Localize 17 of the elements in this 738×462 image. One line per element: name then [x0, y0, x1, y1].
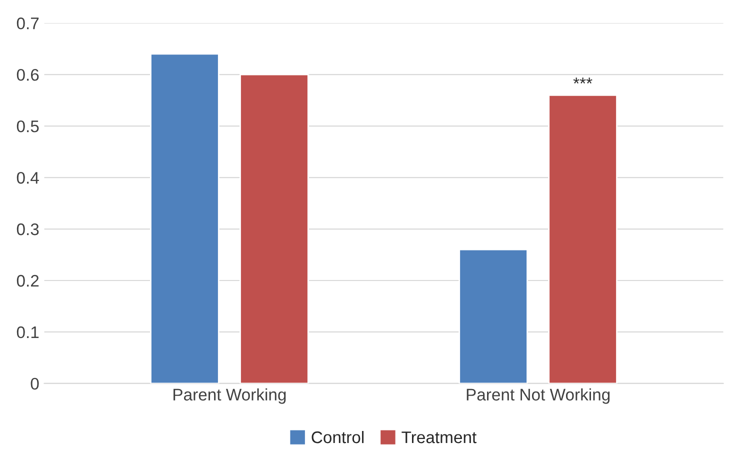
bar [240, 74, 309, 384]
bar [458, 248, 528, 384]
y-tick-label: 0.1 [16, 326, 39, 338]
y-tick-label: 0.4 [16, 172, 39, 184]
y-tick-label: 0.7 [16, 18, 39, 30]
y-tick-label: 0 [30, 378, 39, 390]
x-tick-label: Parent Working [174, 388, 286, 404]
legend-label: Treatment [402, 432, 476, 444]
y-tick-label: 0.3 [16, 223, 39, 236]
legend-label: Control [312, 430, 364, 444]
annotation: *** [573, 78, 592, 84]
y-tick-label: 0.5 [16, 120, 39, 132]
bar [150, 53, 220, 384]
x-tick-label: Parent Not Working [466, 388, 610, 404]
y-tick-label: 0.2 [16, 274, 39, 287]
y-tick-label: 0.6 [16, 68, 39, 81]
bar [548, 94, 618, 384]
